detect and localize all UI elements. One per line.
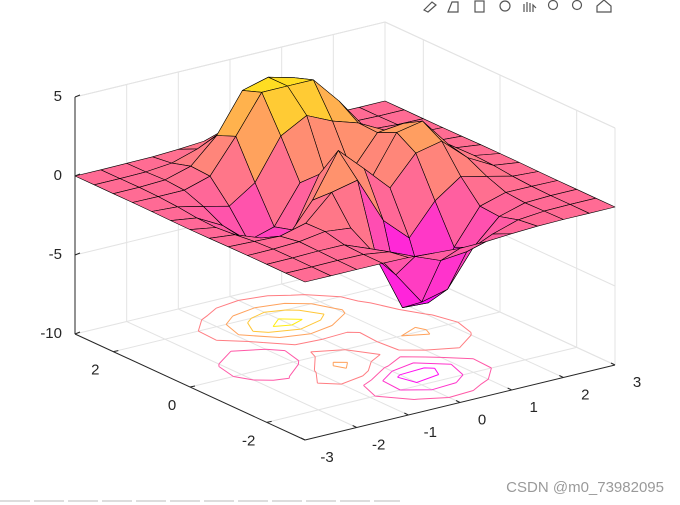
grid-line xyxy=(113,276,424,353)
y-tick-label: 0 xyxy=(168,397,176,414)
contour-line xyxy=(225,302,431,369)
x-tick-label: 3 xyxy=(633,374,641,391)
box-edge xyxy=(384,21,616,129)
toolbar-icon[interactable] xyxy=(447,1,459,13)
y-tick-label: -2 xyxy=(242,432,255,449)
z-tick-label: -5 xyxy=(49,246,62,263)
x-tick xyxy=(352,425,357,428)
box-edge xyxy=(74,21,386,98)
z-tick xyxy=(74,331,81,335)
toolbar-icon[interactable] xyxy=(571,0,583,11)
z-tick xyxy=(74,173,81,177)
y-tick xyxy=(113,350,119,353)
z-tick-label: 5 xyxy=(54,88,62,105)
x-tick-label: -2 xyxy=(372,436,385,453)
surface-patch xyxy=(285,266,332,283)
x-tick xyxy=(300,437,306,441)
toolbar-icon[interactable] xyxy=(547,0,559,11)
toolbar-icon[interactable] xyxy=(474,0,485,13)
toolbar-icon[interactable] xyxy=(596,0,612,13)
x-tick xyxy=(455,400,461,403)
contour-line xyxy=(272,318,303,327)
x-tick xyxy=(507,387,512,391)
toolbar-icon[interactable] xyxy=(523,2,537,12)
z-tick-label: 0 xyxy=(54,167,62,184)
contour-line xyxy=(247,309,325,333)
contour-line xyxy=(382,362,464,391)
contours xyxy=(197,294,492,400)
x-tick-label: 0 xyxy=(478,411,486,428)
y-tick xyxy=(189,385,196,388)
z-tick xyxy=(74,94,81,98)
x-tick xyxy=(404,412,409,416)
toolbar-icon[interactable] xyxy=(499,0,511,12)
x-tick xyxy=(610,362,616,366)
x-tick-label: -3 xyxy=(320,449,333,466)
watermark: CSDN @m0_73982095 xyxy=(506,479,664,496)
x-tick-label: 1 xyxy=(529,399,537,416)
x-tick-label: -1 xyxy=(424,424,437,441)
toolbar-icon[interactable] xyxy=(422,1,437,13)
z-tick xyxy=(74,252,81,256)
toolbar xyxy=(422,0,612,13)
x-tick-label: 2 xyxy=(581,386,589,403)
grid-line xyxy=(266,346,577,423)
x-tick xyxy=(559,375,564,378)
y-tick-label: 2 xyxy=(91,362,99,379)
z-tick-label: -10 xyxy=(40,325,62,342)
y-tick xyxy=(266,420,272,423)
contour-line xyxy=(218,348,492,400)
contour-line xyxy=(397,367,440,383)
contour-line xyxy=(197,294,472,385)
surface xyxy=(74,76,616,309)
